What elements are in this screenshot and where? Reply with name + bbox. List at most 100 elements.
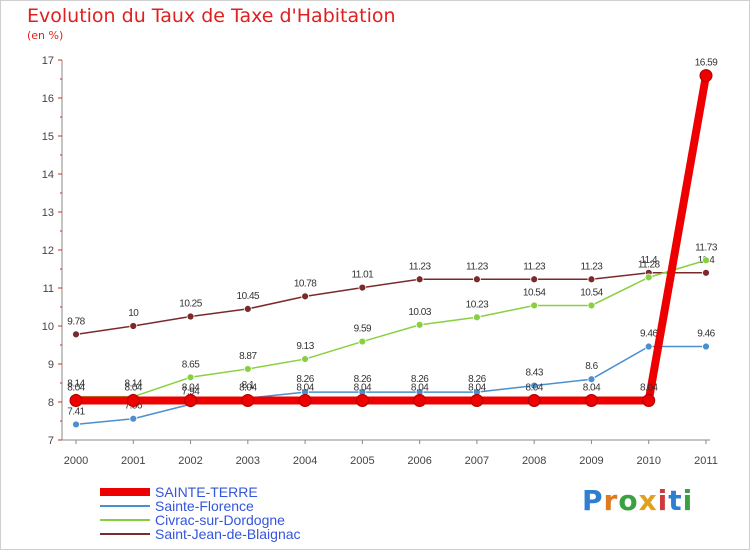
chart-subtitle: (en %) <box>27 29 64 42</box>
series-line-SAINTE-TERRE <box>76 74 710 405</box>
data-label: 9.78 <box>67 316 85 327</box>
logo-letter: r <box>603 484 619 517</box>
data-point <box>301 292 309 301</box>
data-label: 8.04 <box>239 382 257 393</box>
data-point <box>243 365 252 373</box>
x-tick-label: 2010 <box>636 455 660 467</box>
data-label: 11.23 <box>409 261 432 272</box>
data-label: 8.04 <box>125 382 143 393</box>
legend-label: Saint-Jean-de-Blaignac <box>155 526 301 542</box>
data-point <box>530 275 539 284</box>
data-point <box>699 69 713 83</box>
data-point <box>473 275 481 284</box>
logo-letter: P <box>582 484 604 517</box>
x-tick-label: 2001 <box>121 455 145 467</box>
y-tick-label: 8 <box>48 397 54 409</box>
data-label: 11.4 <box>640 255 658 266</box>
data-point <box>69 393 83 407</box>
data-point <box>473 313 481 322</box>
x-tick-label: 2003 <box>236 455 260 467</box>
logo-letter: i <box>682 484 694 517</box>
data-point <box>301 355 309 363</box>
series-line-Sainte-Florence <box>75 345 706 426</box>
legend-swatch <box>100 505 150 507</box>
data-label: 8.65 <box>182 359 200 370</box>
proxiti-logo: Proxiti <box>582 484 693 517</box>
data-label: 10 <box>128 308 139 319</box>
data-point <box>584 393 598 407</box>
data-label: 8.04 <box>182 382 200 393</box>
data-point <box>241 393 255 407</box>
y-tick-label: 14 <box>42 169 54 181</box>
data-point <box>644 342 653 351</box>
data-label: 10.45 <box>237 291 260 302</box>
y-tick-label: 17 <box>42 55 54 67</box>
data-point <box>243 304 252 313</box>
data-label: 8.26 <box>354 374 372 385</box>
data-label: 8.6 <box>585 361 598 372</box>
logo-letter: i <box>657 484 669 517</box>
x-tick-label: 2007 <box>465 455 489 467</box>
data-label: 8.26 <box>296 374 314 385</box>
y-tick-label: 16 <box>42 93 54 105</box>
x-tick-label: 2011 <box>694 455 718 467</box>
logo-letter: x <box>638 484 658 517</box>
data-label: 10.25 <box>179 299 202 310</box>
x-tick-label: 2008 <box>522 455 546 467</box>
data-label: 8.43 <box>525 368 543 379</box>
data-label: 8.04 <box>640 382 658 393</box>
data-label: 8.04 <box>583 382 601 393</box>
data-point <box>413 393 427 407</box>
series-line-Civrac-sur-Dordogne <box>76 259 707 398</box>
chart-title: Evolution du Taux de Taxe d'Habitation <box>27 5 396 27</box>
x-tick-label: 2000 <box>64 455 88 467</box>
data-label: 11.23 <box>466 261 489 272</box>
data-point <box>358 337 367 346</box>
data-label: 11.01 <box>351 270 374 281</box>
series-line-Saint-Jean-de-Blaignac <box>75 272 706 336</box>
data-point <box>129 322 138 330</box>
logo-letter: t <box>668 484 683 517</box>
x-tick-label: 2002 <box>178 455 202 467</box>
data-label: 8.14 <box>125 379 143 390</box>
data-label: 11.28 <box>638 259 661 270</box>
data-label: 16.59 <box>695 58 718 69</box>
data-point <box>186 312 195 321</box>
data-label: 8.04 <box>354 382 372 393</box>
data-point <box>642 393 656 407</box>
data-point <box>470 393 484 407</box>
y-tick-label: 13 <box>42 207 54 219</box>
data-point <box>184 393 198 407</box>
data-point <box>358 283 367 292</box>
data-label: 8.04 <box>67 382 85 393</box>
data-point <box>530 381 539 390</box>
data-point <box>702 268 710 277</box>
y-tick-label: 11 <box>43 283 54 295</box>
data-label: 9.46 <box>640 329 658 340</box>
legend-label: Civrac-sur-Dordogne <box>155 512 285 528</box>
data-point <box>702 256 710 265</box>
data-label: 11.73 <box>695 242 718 253</box>
data-label: 8.04 <box>525 382 543 393</box>
data-label: 8.26 <box>468 374 486 385</box>
x-tick-label: 2004 <box>293 455 317 467</box>
y-tick-label: 9 <box>48 359 54 371</box>
data-point <box>530 301 539 310</box>
data-point <box>298 393 312 407</box>
data-label: 8.04 <box>296 382 314 393</box>
data-label: 8.1 <box>242 380 255 391</box>
data-label: 8.26 <box>411 374 429 385</box>
x-tick-label: 2005 <box>350 455 374 467</box>
data-point <box>355 393 369 407</box>
data-label: 10.54 <box>580 287 603 298</box>
legend-swatch <box>100 488 150 496</box>
legend-swatch <box>100 533 150 535</box>
data-point <box>587 375 596 384</box>
data-point <box>587 275 596 284</box>
line-chart: 7 8 9 10 11 12 13 14 15 16 17 2000 2001 2002 2003 2004 2… <box>42 55 719 467</box>
data-label: 10.03 <box>408 307 431 318</box>
data-label: 9.59 <box>354 324 372 335</box>
y-tick-label: 15 <box>42 131 54 143</box>
x-tick-label: 2009 <box>579 455 603 467</box>
data-label: 8.14 <box>67 379 85 390</box>
